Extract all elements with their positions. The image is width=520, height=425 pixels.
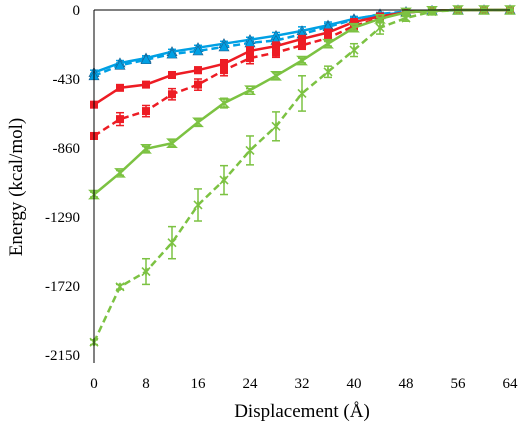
y-tick-label: -1720 — [45, 279, 80, 295]
x-tick-label: 0 — [90, 376, 98, 392]
data-point — [375, 23, 385, 33]
data-point — [322, 38, 334, 49]
data-point — [168, 90, 176, 99]
x-tick-label: 56 — [451, 376, 467, 392]
series-line — [93, 8, 510, 138]
x-tick-label: 16 — [191, 376, 207, 392]
data-point — [374, 14, 386, 24]
y-axis-title: Energy (kcal/mol) — [6, 118, 27, 256]
data-point — [244, 85, 256, 96]
data-point — [141, 266, 151, 277]
data-point — [324, 34, 332, 43]
data-point — [218, 98, 230, 108]
data-point — [272, 42, 280, 51]
data-point — [140, 144, 152, 154]
data-point — [219, 175, 229, 185]
data-point — [114, 59, 126, 70]
data-point — [116, 83, 124, 92]
data-point — [401, 13, 411, 23]
data-point — [297, 88, 307, 99]
tick-layer: 0 8 16 24 32 40 48 56 64 0 -430 -860 -1290 -1720 -2150 — [45, 3, 518, 392]
x-tick-label: 64 — [503, 376, 519, 392]
data-point — [88, 189, 100, 200]
data-point — [400, 7, 412, 18]
y-tick-label: -2150 — [45, 348, 80, 364]
y-tick-label: -430 — [53, 72, 81, 88]
x-tick-label: 40 — [347, 376, 362, 392]
data-point — [142, 107, 150, 116]
data-point — [194, 66, 202, 75]
data-point — [167, 238, 177, 248]
data-point — [350, 18, 358, 27]
data-point — [427, 7, 437, 17]
data-point — [166, 138, 178, 148]
data-point — [116, 115, 124, 124]
x-tick-label: 8 — [142, 376, 150, 392]
data-point — [140, 54, 152, 65]
data-point — [298, 34, 306, 43]
data-point — [168, 70, 176, 79]
data-point — [115, 282, 125, 292]
data-point — [324, 28, 332, 37]
data-point — [272, 48, 280, 57]
data-point — [193, 200, 203, 210]
x-tick-label: 48 — [399, 376, 414, 392]
data-point — [296, 55, 308, 66]
data-point — [348, 22, 360, 33]
data-point — [192, 117, 204, 128]
data-point — [245, 145, 255, 155]
y-tick-label: 0 — [73, 3, 81, 19]
data-point — [166, 48, 178, 59]
data-point — [349, 45, 359, 55]
data-point — [220, 59, 228, 68]
data-point — [298, 41, 306, 50]
x-tick-label: 24 — [243, 376, 259, 392]
data-point — [218, 41, 230, 52]
y-tick-label: -1290 — [45, 210, 80, 226]
data-point — [246, 54, 254, 63]
data-point — [192, 45, 204, 56]
axes-layer — [93, 9, 510, 363]
data-point — [246, 46, 254, 55]
data-point — [220, 66, 228, 75]
data-point — [323, 67, 333, 77]
x-tick-label: 32 — [295, 376, 310, 392]
data-point — [271, 121, 281, 131]
x-axis-title: Displacement (Å) — [234, 401, 370, 422]
data-point — [114, 168, 126, 178]
data-point — [142, 80, 150, 89]
data-point — [270, 70, 282, 81]
data-point — [194, 80, 202, 89]
y-tick-label: -860 — [53, 141, 81, 157]
